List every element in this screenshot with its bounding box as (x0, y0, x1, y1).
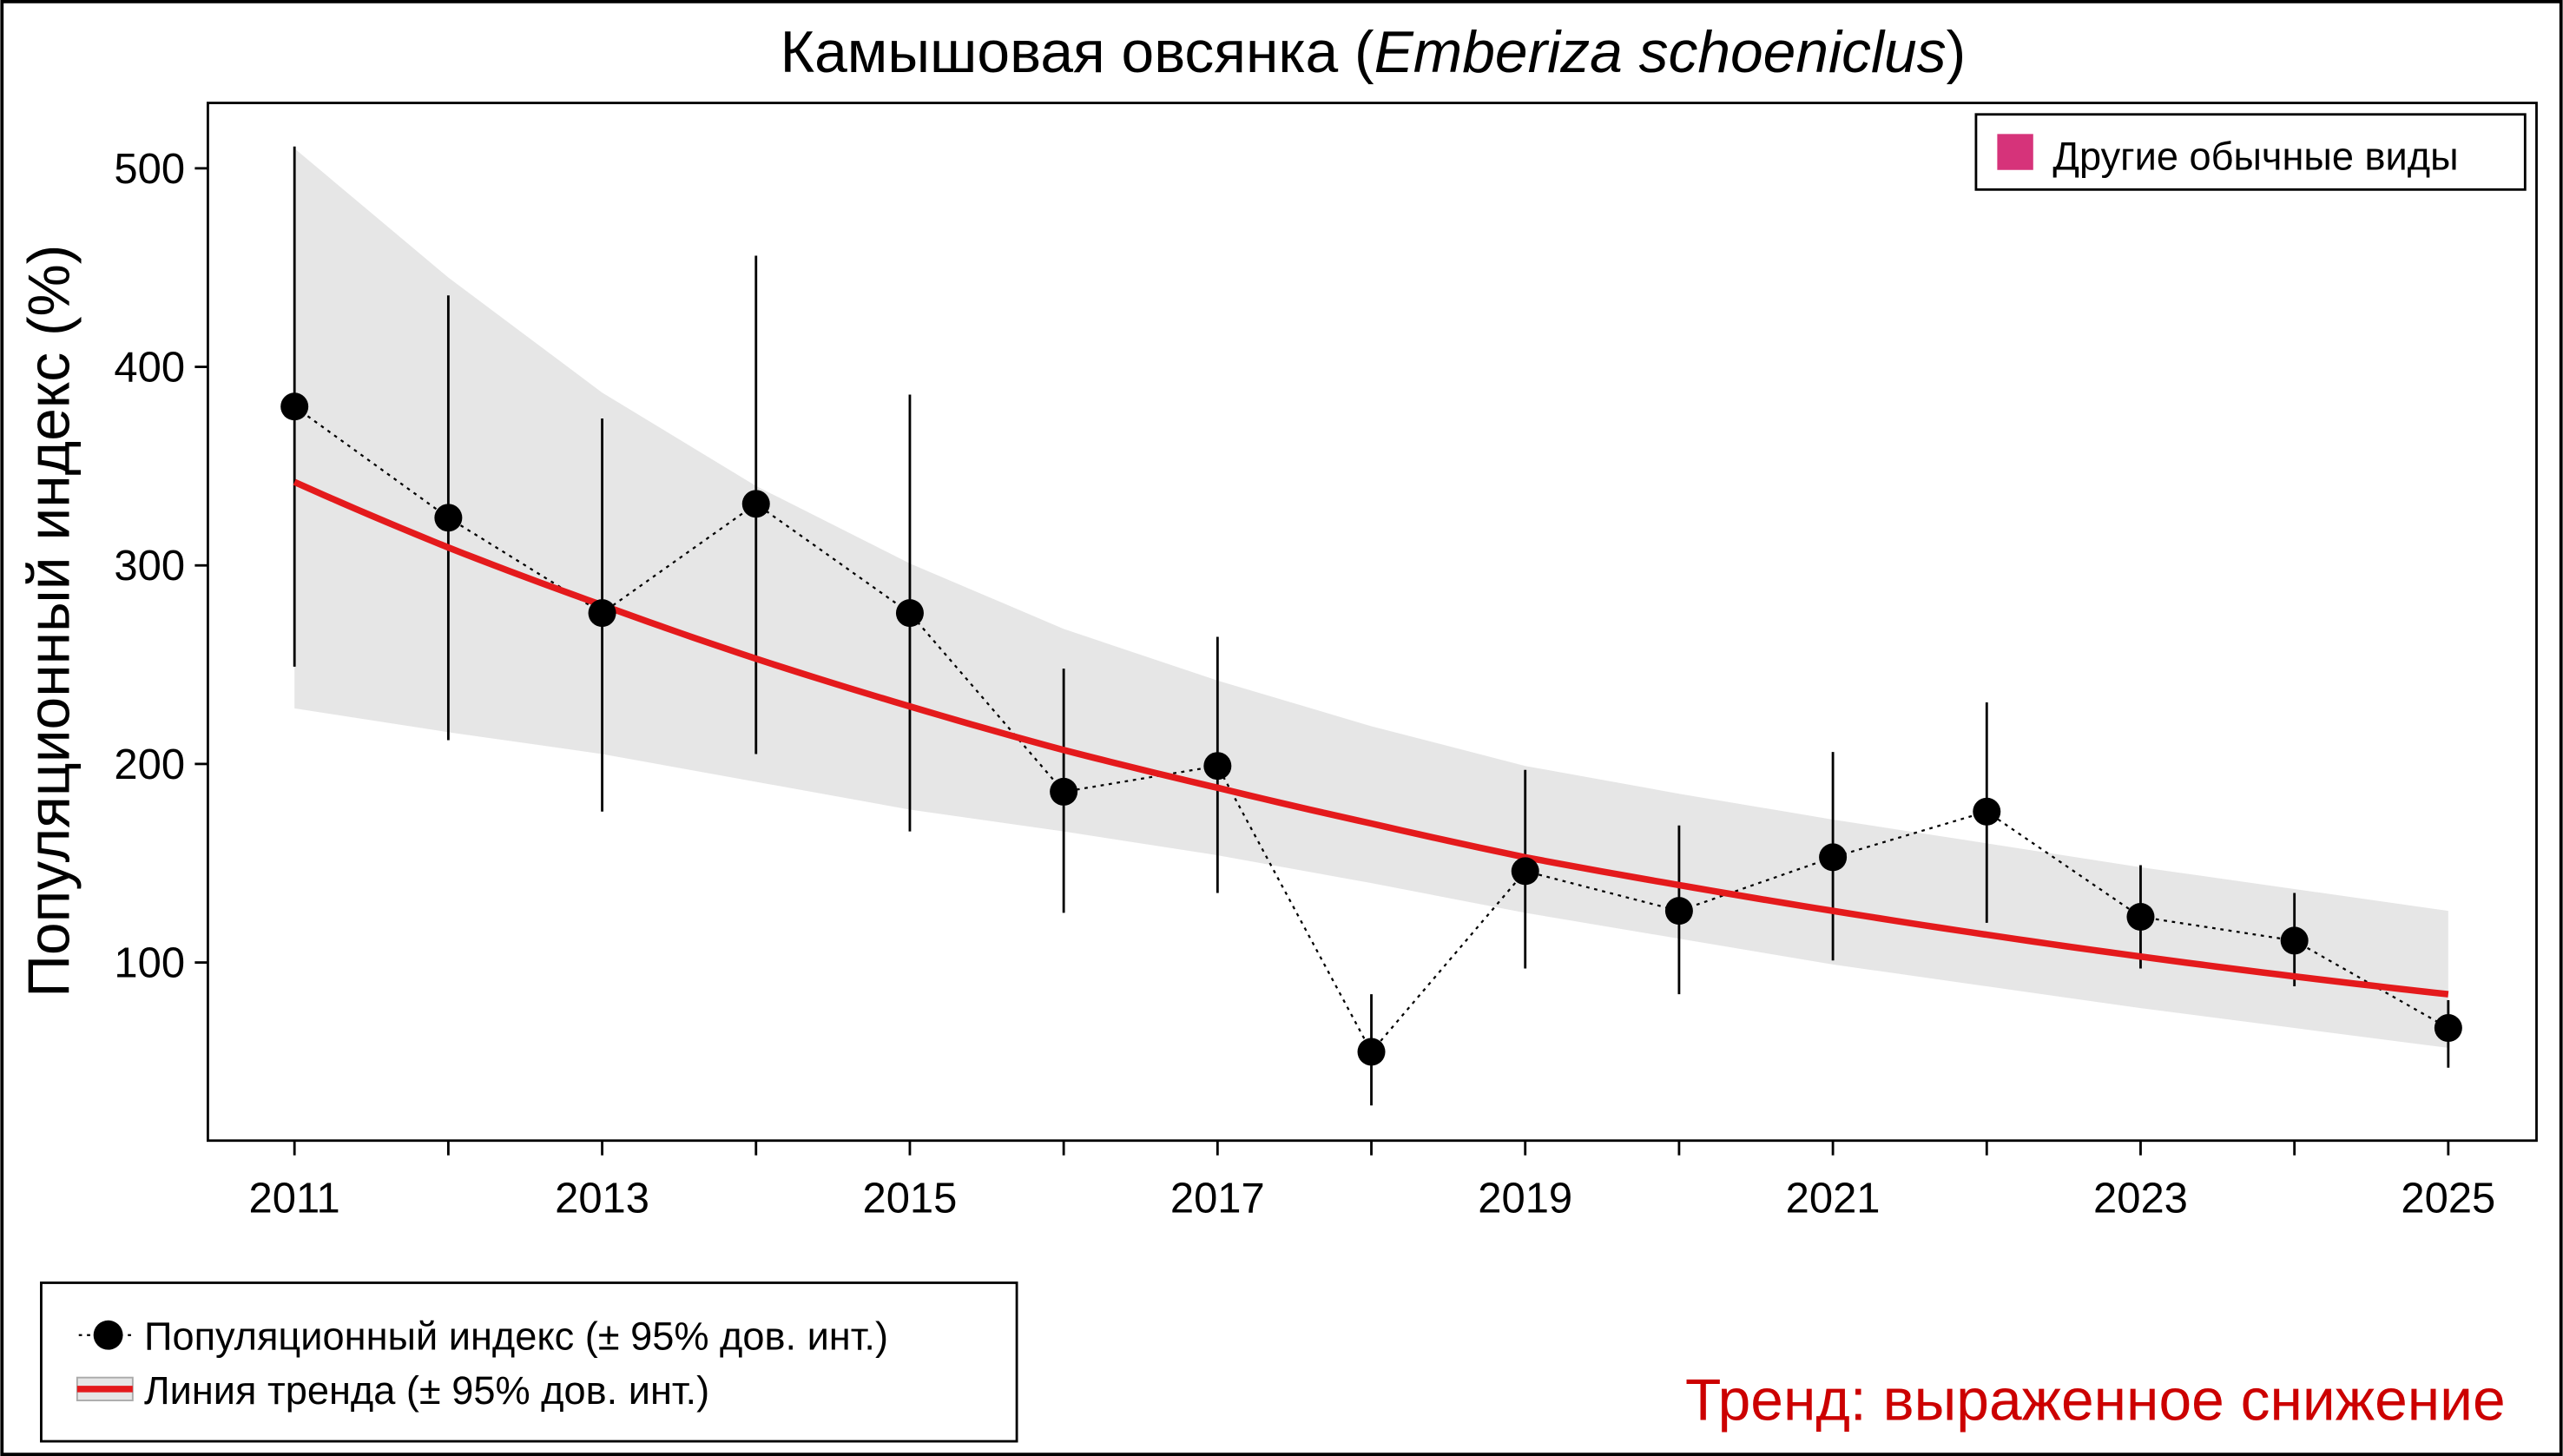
x-tick-label: 2025 (2401, 1176, 2495, 1222)
legend-top-right: Другие обычные виды (1974, 113, 2527, 191)
x-tick-label: 2013 (555, 1176, 649, 1222)
x-tick-label: 2017 (1170, 1176, 1265, 1222)
legend-bottom-left: Популяционный индекс (± 95% дов. инт.) Л… (40, 1281, 1018, 1443)
data-point (280, 392, 309, 421)
data-point (1973, 797, 2001, 826)
legend-label-trend: Линия тренда (± 95% дов. инт.) (144, 1368, 709, 1413)
legend-box (40, 1281, 1018, 1443)
chart-title: Камышовая овсянка (Emberiza schoeniclus) (781, 20, 1967, 85)
y-tick-label: 100 (114, 940, 185, 987)
data-point (1050, 777, 1078, 806)
data-point (1511, 857, 1539, 886)
data-point (741, 490, 770, 518)
trend-ci-band (294, 148, 2448, 1048)
legend-swatch-other-species (1997, 134, 2033, 170)
trend-text: Тренд: выраженное снижение (1685, 1368, 2506, 1433)
x-tick-label: 2019 (1478, 1176, 1572, 1222)
legend-label-other-species: Другие обычные виды (2052, 135, 2458, 179)
data-point (434, 504, 463, 532)
y-axis-label: Популяционный индекс (%) (16, 245, 82, 998)
x-tick-label: 2023 (2093, 1176, 2188, 1222)
data-point (2126, 902, 2155, 931)
data-point (588, 599, 616, 628)
data-point (2280, 926, 2309, 955)
trend-line (293, 478, 2449, 998)
legend-point-marker (93, 1320, 123, 1350)
data-point (1357, 1038, 1386, 1066)
data-point (1664, 897, 1693, 926)
data-point (1819, 843, 1848, 872)
y-tick-label: 500 (114, 146, 185, 193)
x-tick-label: 2021 (1786, 1176, 1881, 1222)
legend-label-index: Популяционный индекс (± 95% дов. инт.) (144, 1314, 888, 1359)
x-tick-label: 2015 (863, 1176, 958, 1222)
data-point (2434, 1014, 2462, 1043)
y-tick-label: 400 (114, 344, 185, 391)
data-point (1203, 752, 1232, 781)
legend-box (1974, 113, 2527, 191)
x-tick-label: 2011 (249, 1176, 340, 1222)
plot-area: 100 200 300 400 500 2011 2013 2015 2017 2019 2021 2… (114, 102, 2538, 1222)
y-tick-label: 200 (114, 741, 185, 788)
data-point (895, 599, 924, 628)
y-tick-label: 300 (114, 543, 185, 590)
